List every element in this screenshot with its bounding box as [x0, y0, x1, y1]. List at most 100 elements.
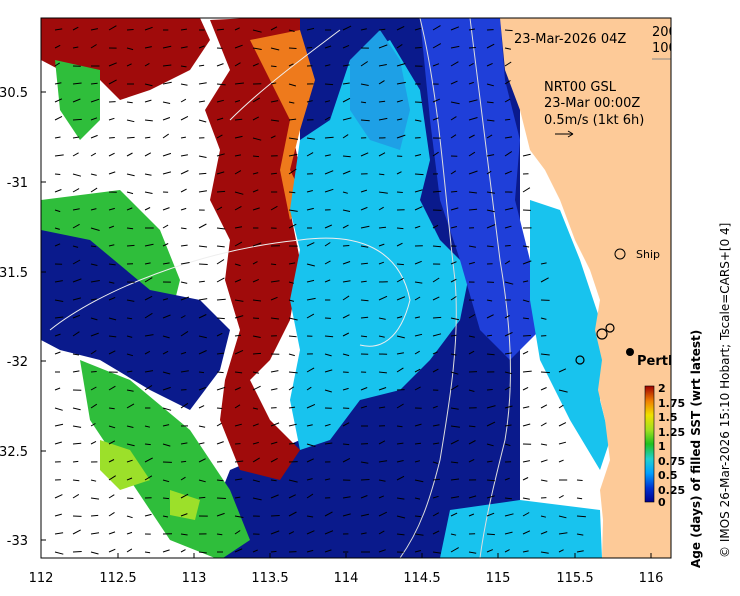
current-vector: [253, 353, 261, 354]
current-vector: [181, 461, 186, 462]
current-vector: [271, 264, 276, 265]
current-vector: [55, 174, 60, 175]
current-vector: [487, 480, 495, 481]
current-vector: [199, 497, 205, 498]
current-vector: [217, 498, 226, 499]
current-vector: [415, 174, 424, 175]
current-vector: [325, 84, 333, 85]
lon-tick-label: 113: [182, 571, 207, 586]
current-vector: [73, 552, 82, 553]
current-vector: [235, 119, 242, 120]
current-time: 23-Mar 00:00Z: [544, 96, 640, 111]
current-vector: [289, 443, 295, 444]
current-vector: [397, 192, 403, 193]
lat-tick-label: 32.5: [0, 445, 28, 460]
current-vector: [379, 227, 386, 228]
current-vector: [397, 426, 403, 427]
current-vector: [217, 318, 225, 319]
lat-tick-label: -32: [7, 355, 28, 370]
current-vector: [217, 299, 226, 300]
current-vector: [361, 120, 370, 121]
map-plot-area: Ship Perth 23-Mar-2026 04Z 200m 1000m NR…: [41, 18, 698, 560]
current-vector: [289, 192, 295, 193]
colorbar-tick: 1.75: [658, 397, 685, 410]
current-vector: [523, 336, 531, 337]
latitude-axis: 30.5 -31 31.5 -32 32.5 -33: [0, 86, 46, 549]
current-vector: [541, 372, 550, 373]
colorbar: 2 1.75 1.5 1.25 1 0.75 0.5 0.25 0: [645, 382, 685, 509]
colorbar-tick: 0.5: [658, 469, 678, 482]
lat-tick-label: 31.5: [0, 266, 28, 281]
current-vector: [469, 209, 477, 210]
current-vector: [91, 515, 98, 516]
current-vector: [217, 29, 224, 30]
current-vector: [271, 551, 277, 552]
colorbar-title: Age (days) of filled SST (wrt latest): [689, 330, 703, 568]
contour-label-1000m: 1000m: [652, 41, 698, 56]
current-vector: [217, 372, 224, 373]
current-vector: [217, 191, 225, 192]
current-vector: [505, 119, 510, 120]
current-vector: [577, 516, 586, 517]
current-vector: [505, 30, 513, 31]
current-vector: [433, 317, 441, 318]
current-vector: [199, 372, 204, 373]
current-vector: [163, 498, 169, 499]
lon-tick-label: 113.5: [251, 571, 288, 586]
colorbar-tick: 2: [658, 382, 666, 395]
current-vector: [469, 48, 476, 49]
current-vector: [577, 480, 583, 481]
colorbar-tick: 0: [658, 496, 666, 509]
current-vector: [127, 498, 133, 499]
lat-tick-label: 30.5: [0, 86, 28, 101]
current-vector: [397, 228, 403, 229]
lon-tick-label: 115: [486, 571, 511, 586]
perth-marker: [626, 348, 634, 356]
current-vector: [253, 156, 259, 157]
current-vector: [73, 119, 82, 120]
ship-label: Ship: [636, 248, 660, 261]
current-vector: [127, 245, 135, 246]
lon-tick-label: 115.5: [556, 571, 593, 586]
current-vector: [487, 534, 495, 535]
current-vector: [361, 480, 370, 481]
current-vector: [127, 228, 133, 229]
current-vector: [343, 246, 349, 247]
current-vector: [73, 461, 78, 462]
date-label: 23-Mar-2026 04Z: [514, 32, 626, 47]
current-vector: [379, 101, 385, 102]
current-vector: [361, 336, 367, 337]
current-vector: [343, 444, 349, 445]
current-vector: [361, 300, 369, 301]
current-vector: [73, 480, 79, 481]
lon-tick-label: 112: [29, 571, 54, 586]
current-vector: [181, 228, 187, 229]
current-vector: [217, 480, 223, 481]
current-vector: [415, 516, 421, 517]
lat-tick-label: -31: [7, 176, 28, 191]
lat-tick-label: -33: [7, 534, 28, 549]
current-vector: [379, 29, 385, 30]
current-vector: [289, 48, 297, 49]
current-vector: [271, 516, 280, 517]
current-vector: [487, 390, 493, 391]
current-vector: [127, 30, 134, 31]
lon-tick-label: 114: [334, 571, 359, 586]
current-vector: [415, 48, 422, 49]
current-vector: [127, 137, 135, 138]
lon-tick-label: 112.5: [99, 571, 136, 586]
current-vector: [199, 173, 206, 174]
colorbar-gradient: [645, 386, 654, 502]
current-product: NRT00 GSL: [544, 80, 617, 95]
current-vector: [505, 246, 511, 247]
colorbar-tick: 1: [658, 440, 666, 453]
current-vector: [307, 48, 312, 49]
current-vector: [91, 372, 97, 373]
current-vector: [415, 443, 421, 444]
current-vector: [487, 354, 495, 355]
current-vector: [109, 138, 115, 139]
current-vector: [271, 66, 277, 67]
current-vector: [145, 444, 151, 445]
credit-text: © IMOS 26-Mar-2026 15:10 Hobart; Tscale=…: [718, 223, 732, 558]
